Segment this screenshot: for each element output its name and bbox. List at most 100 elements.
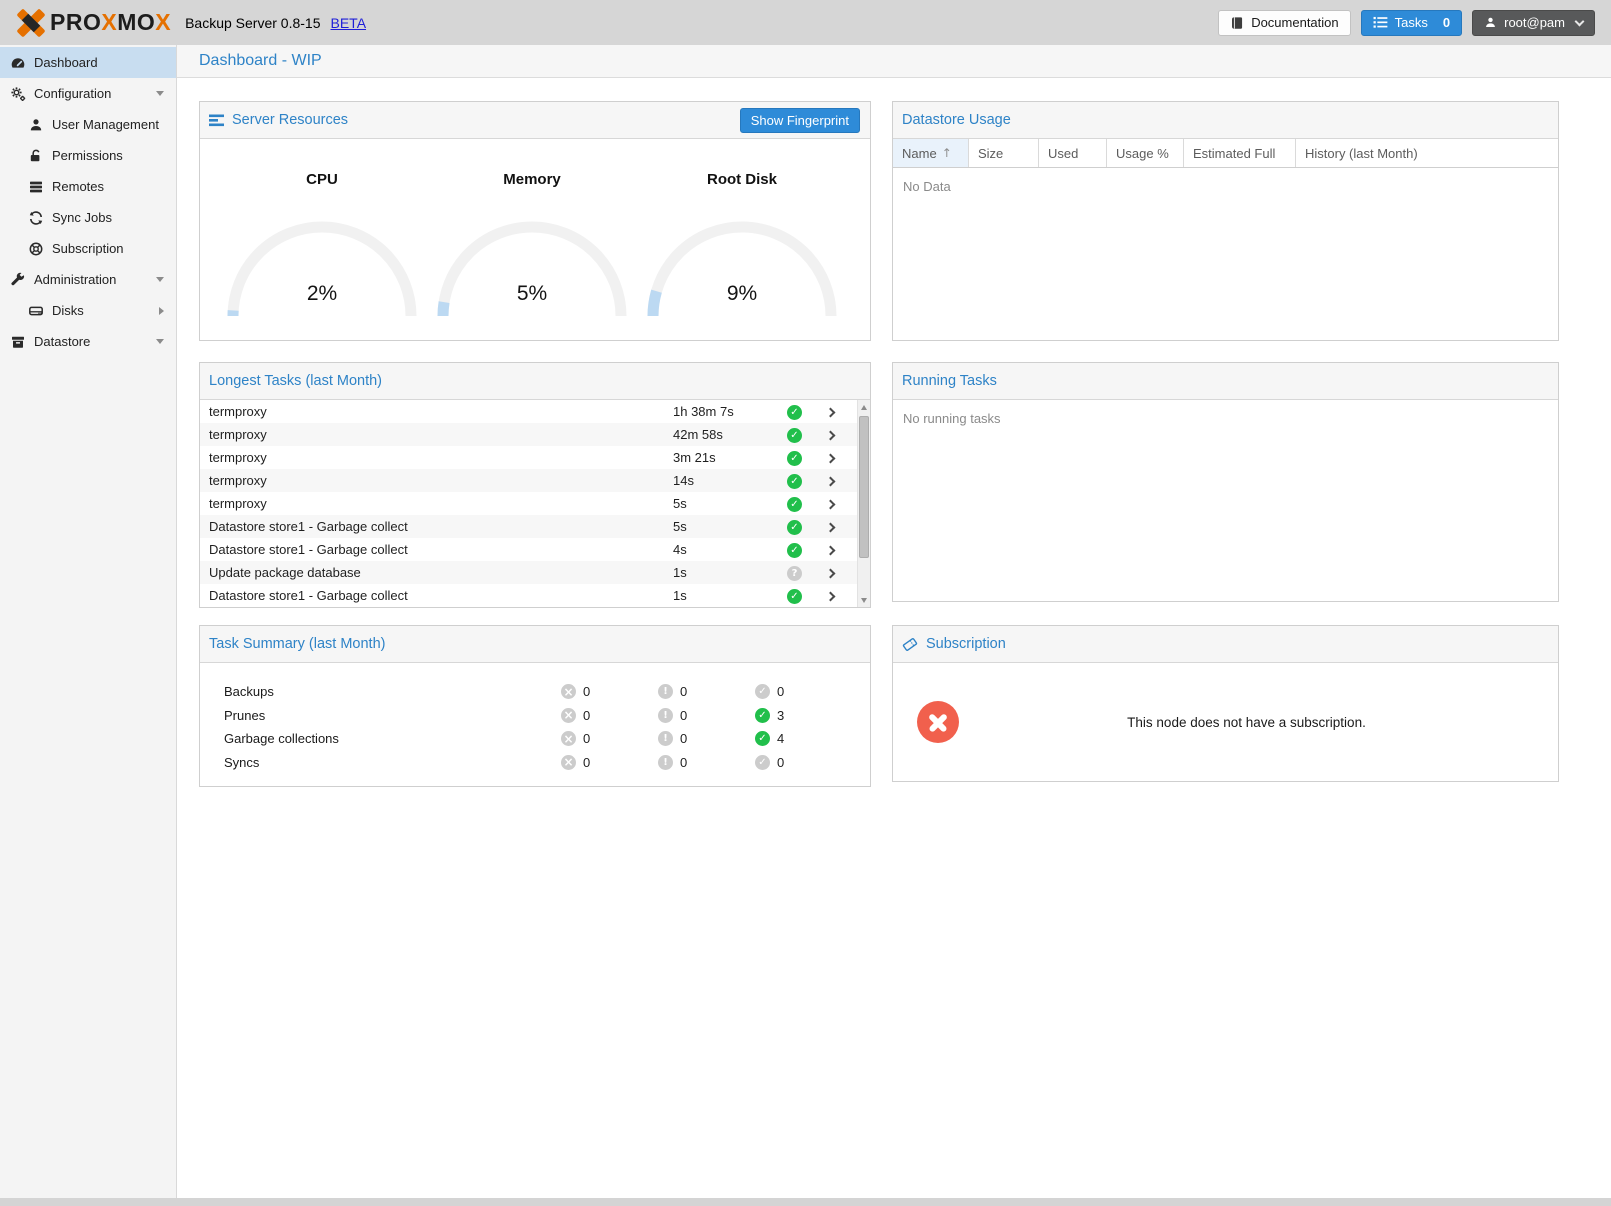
- column-header-size[interactable]: Size: [969, 139, 1039, 167]
- hdd-icon: [29, 306, 43, 315]
- sidebar-item-datastore[interactable]: Datastore: [0, 326, 176, 357]
- task-row[interactable]: termproxy 1h 38m 7s: [200, 400, 857, 423]
- sidebar-item-remotes[interactable]: Remotes: [0, 171, 176, 202]
- memory-value: 5%: [516, 282, 548, 305]
- task-row[interactable]: Datastore store1 - Garbage collect 1s: [200, 584, 857, 607]
- warning-count-icon: [658, 731, 673, 747]
- task-open-chevron-icon[interactable]: [825, 404, 857, 419]
- task-row[interactable]: termproxy 5s: [200, 492, 857, 515]
- task-duration: 5s: [673, 496, 687, 511]
- task-duration: 1h 38m 7s: [673, 404, 734, 419]
- sidebar-item-configuration[interactable]: Configuration: [0, 78, 176, 109]
- column-header-usage-pct[interactable]: Usage %: [1107, 139, 1184, 167]
- task-summary-panel: Task Summary (last Month) Backups 0 0 0 …: [199, 625, 871, 787]
- task-open-chevron-icon[interactable]: [825, 542, 857, 557]
- scroll-up-arrow-icon[interactable]: [858, 400, 870, 414]
- scroll-down-arrow-icon[interactable]: [858, 593, 870, 607]
- wrench-icon: [11, 272, 25, 285]
- task-duration: 42m 58s: [673, 427, 723, 442]
- task-row[interactable]: Update package database 1s: [200, 561, 857, 584]
- column-header-history[interactable]: History (last Month): [1305, 145, 1418, 161]
- scrollbar-thumb[interactable]: [859, 416, 869, 558]
- summary-row-prunes: Prunes 0 0 3: [224, 704, 870, 728]
- expander-down-icon[interactable]: [156, 91, 164, 96]
- page-header: Dashboard - WIP: [177, 45, 1611, 78]
- task-open-chevron-icon[interactable]: [825, 565, 857, 580]
- task-status-icon: [787, 520, 802, 535]
- task-duration: 5s: [673, 519, 687, 534]
- task-status-icon: [787, 428, 802, 443]
- datastore-usage-panel: Datastore Usage Name ↑ Size Used Usage % …: [892, 101, 1559, 341]
- task-row[interactable]: Datastore store1 - Garbage collect 4s: [200, 538, 857, 561]
- sidebar: Dashboard Configuration: [0, 45, 177, 1198]
- task-row[interactable]: Datastore store1 - Garbage collect 5s: [200, 515, 857, 538]
- column-header-used[interactable]: Used: [1039, 139, 1107, 167]
- sidebar-item-permissions[interactable]: Permissions: [0, 140, 176, 171]
- cpu-gauge: CPU 2%: [222, 171, 422, 323]
- ticket-icon: [902, 637, 918, 651]
- task-status-icon: [787, 589, 802, 604]
- bottom-status-strip: [0, 1198, 1611, 1206]
- memory-gauge: Memory 5%: [432, 171, 632, 323]
- documentation-button[interactable]: Documentation: [1218, 9, 1351, 36]
- task-row[interactable]: termproxy 42m 58s: [200, 423, 857, 446]
- error-count-icon: [561, 707, 576, 723]
- panel-title: Task Summary (last Month): [209, 636, 386, 652]
- task-name: termproxy: [209, 496, 267, 511]
- sort-ascending-icon: ↑: [941, 146, 952, 160]
- task-name: termproxy: [209, 427, 267, 442]
- column-header-estimated-full[interactable]: Estimated Full: [1184, 139, 1296, 167]
- summary-row-backups: Backups 0 0 0: [224, 680, 870, 704]
- user-icon: [1486, 17, 1495, 28]
- gauge-arc: [437, 221, 627, 317]
- user-icon: [30, 118, 42, 130]
- task-open-chevron-icon[interactable]: [825, 450, 857, 465]
- task-status-icon: [787, 451, 802, 466]
- task-status-icon: [787, 566, 802, 581]
- task-row[interactable]: termproxy 14s: [200, 469, 857, 492]
- show-fingerprint-button[interactable]: Show Fingerprint: [739, 107, 860, 133]
- task-name: Update package database: [209, 565, 361, 580]
- panel-title: Subscription: [926, 636, 1006, 652]
- task-open-chevron-icon[interactable]: [825, 496, 857, 511]
- task-duration: 4s: [673, 542, 687, 557]
- column-header-name[interactable]: Name ↑: [893, 139, 969, 167]
- expander-down-icon[interactable]: [156, 277, 164, 282]
- tasks-button[interactable]: Tasks 0: [1360, 9, 1463, 36]
- product-name: Backup Server 0.8-15: [185, 14, 321, 31]
- beta-link[interactable]: BETA: [330, 14, 367, 31]
- no-data-text: No Data: [903, 179, 951, 194]
- topbar: PROXMOX Backup Server 0.8-15 BETA Docume…: [0, 0, 1611, 45]
- sidebar-item-dashboard[interactable]: Dashboard: [0, 47, 176, 78]
- task-duration: 14s: [673, 473, 694, 488]
- longest-tasks-panel: Longest Tasks (last Month) termproxy 1h …: [199, 362, 871, 608]
- panel-title: Longest Tasks (last Month): [209, 373, 383, 389]
- proxmox-x-logo-icon: [17, 8, 45, 37]
- server-resources-icon: [209, 114, 224, 126]
- task-duration: 3m 21s: [673, 450, 716, 465]
- user-menu-button[interactable]: root@pam: [1472, 9, 1595, 36]
- task-open-chevron-icon[interactable]: [825, 519, 857, 534]
- task-name: Datastore store1 - Garbage collect: [209, 519, 408, 534]
- warning-count-icon: [658, 754, 673, 770]
- task-open-chevron-icon[interactable]: [825, 588, 857, 603]
- vertical-scrollbar[interactable]: [857, 400, 870, 607]
- sidebar-item-subscription[interactable]: Subscription: [0, 233, 176, 264]
- task-open-chevron-icon[interactable]: [825, 427, 857, 442]
- expander-down-icon[interactable]: [156, 339, 164, 344]
- cpu-value: 2%: [306, 282, 338, 305]
- task-list-icon: [1373, 16, 1388, 28]
- expander-right-icon[interactable]: [159, 306, 164, 315]
- book-icon: [1232, 16, 1243, 29]
- task-row[interactable]: termproxy 3m 21s: [200, 446, 857, 469]
- life-ring-icon: [29, 242, 43, 255]
- brand-wordmark: PROXMOX: [50, 9, 172, 35]
- task-name: Datastore store1 - Garbage collect: [209, 542, 408, 557]
- task-open-chevron-icon[interactable]: [825, 473, 857, 488]
- sidebar-item-sync-jobs[interactable]: Sync Jobs: [0, 202, 176, 233]
- sidebar-item-disks[interactable]: Disks: [0, 295, 176, 326]
- error-count-icon: [561, 754, 576, 770]
- task-duration: 1s: [673, 565, 687, 580]
- sidebar-item-administration[interactable]: Administration: [0, 264, 176, 295]
- sidebar-item-user-management[interactable]: User Management: [0, 109, 176, 140]
